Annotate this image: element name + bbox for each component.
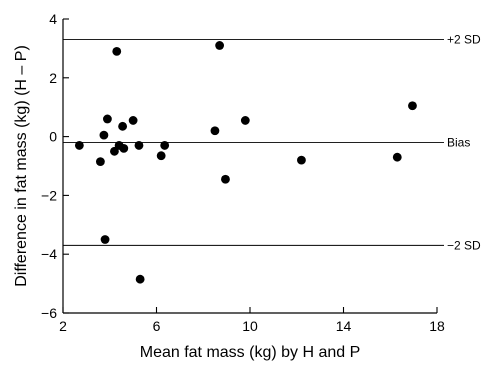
upper-limit-label: +2 SD [447, 33, 481, 47]
x-axis-title: Mean fat mass (kg) by H and P [140, 344, 361, 361]
data-point [74, 141, 84, 150]
data-point [392, 152, 402, 162]
y-axis-title: Difference in fat mass (kg) (H – P) [13, 45, 30, 287]
y-ticks: −6 −4 −2 0 2 4 [41, 11, 69, 321]
data-point [215, 41, 225, 50]
data-point [135, 274, 145, 284]
data-point [134, 141, 144, 150]
y-tick-label: −2 [41, 187, 57, 203]
x-tick-label: 6 [153, 318, 161, 334]
data-point [210, 126, 220, 136]
y-tick-label: −4 [41, 246, 57, 262]
data-point [119, 143, 129, 153]
data-point [156, 151, 166, 161]
reference-lines: +2 SD Bias −2 SD [63, 33, 481, 252]
y-tick-label: 0 [49, 129, 57, 145]
x-tick-label: 2 [59, 318, 67, 334]
data-point [297, 155, 306, 165]
data-point [96, 157, 105, 166]
data-point [100, 235, 110, 244]
x-tick-label: 18 [429, 318, 445, 334]
data-point [118, 121, 128, 131]
axes [62, 19, 437, 314]
data-point [128, 116, 138, 125]
y-tick-label: 4 [49, 11, 57, 27]
lower-limit-label: −2 SD [447, 238, 481, 252]
x-tick-label: 14 [336, 318, 352, 334]
bias-label: Bias [447, 135, 470, 149]
x-tick-label: 10 [242, 318, 258, 334]
data-point [103, 114, 112, 124]
y-tick-label: −6 [41, 305, 57, 321]
y-tick-label: 2 [49, 70, 57, 86]
data-points [74, 41, 417, 284]
data-point [99, 130, 109, 140]
data-point [160, 141, 170, 150]
data-point [110, 146, 119, 156]
data-point [408, 101, 417, 111]
x-ticks: 2 6 10 14 18 [59, 307, 445, 334]
data-point [240, 116, 250, 125]
data-point [221, 174, 230, 184]
data-point [112, 46, 122, 56]
